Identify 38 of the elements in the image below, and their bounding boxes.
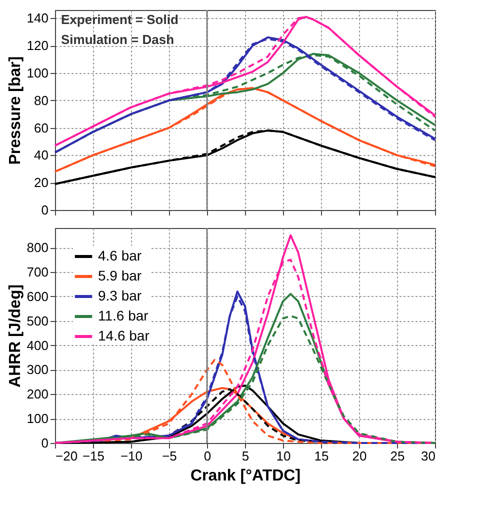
y-tick-label: 140 bbox=[26, 10, 48, 26]
x-tick-label: −5 bbox=[162, 448, 177, 464]
y-tick-label: 400 bbox=[26, 338, 48, 353]
y-tick-label: 300 bbox=[26, 362, 48, 378]
legend-label: 11.6 bar bbox=[98, 308, 149, 324]
annotation: Experiment = Solid bbox=[61, 12, 178, 27]
y-tick-label: 20 bbox=[34, 175, 48, 190]
legend-label: 14.6 bar bbox=[98, 328, 150, 344]
legend-label: 9.3 bar bbox=[98, 288, 142, 304]
x-tick-label: 20 bbox=[352, 448, 367, 464]
legend-label: 4.6 bar bbox=[98, 248, 142, 264]
y-tick-label: 800 bbox=[26, 240, 48, 256]
y-tick-label: 60 bbox=[34, 120, 48, 136]
y-tick-label: 120 bbox=[26, 38, 48, 54]
x-tick-label: −20 bbox=[56, 448, 78, 464]
x-tick-label: 30 bbox=[421, 448, 436, 464]
x-tick-label: −10 bbox=[120, 448, 143, 464]
legend-label: 5.9 bar bbox=[98, 268, 142, 284]
x-axis-title: Crank [°ATDC] bbox=[190, 468, 301, 484]
y-tick-label: 700 bbox=[26, 264, 48, 280]
y-tick-label: 200 bbox=[26, 386, 48, 402]
y-tick-label: 100 bbox=[26, 411, 48, 426]
annotation: Simulation = Dash bbox=[61, 32, 174, 47]
y-tick-label: 40 bbox=[34, 148, 48, 163]
x-tick-label: 5 bbox=[242, 448, 250, 464]
y-axis-title: AHRR [J/deg] bbox=[6, 284, 24, 388]
y-tick-label: 0 bbox=[41, 202, 48, 218]
x-tick-label: 0 bbox=[204, 448, 212, 464]
y-tick-label: 80 bbox=[34, 92, 48, 108]
y-tick-label: 600 bbox=[26, 288, 48, 304]
x-tick-label: 25 bbox=[390, 448, 405, 464]
y-axis-title: Pressure [bar] bbox=[6, 56, 24, 165]
y-tick-label: 500 bbox=[26, 313, 48, 328]
x-tick-label: 15 bbox=[314, 448, 329, 464]
x-tick-label: −15 bbox=[82, 448, 105, 464]
x-tick-label: 10 bbox=[276, 448, 291, 464]
y-tick-label: 0 bbox=[41, 436, 48, 450]
y-tick-label: 100 bbox=[26, 66, 48, 81]
